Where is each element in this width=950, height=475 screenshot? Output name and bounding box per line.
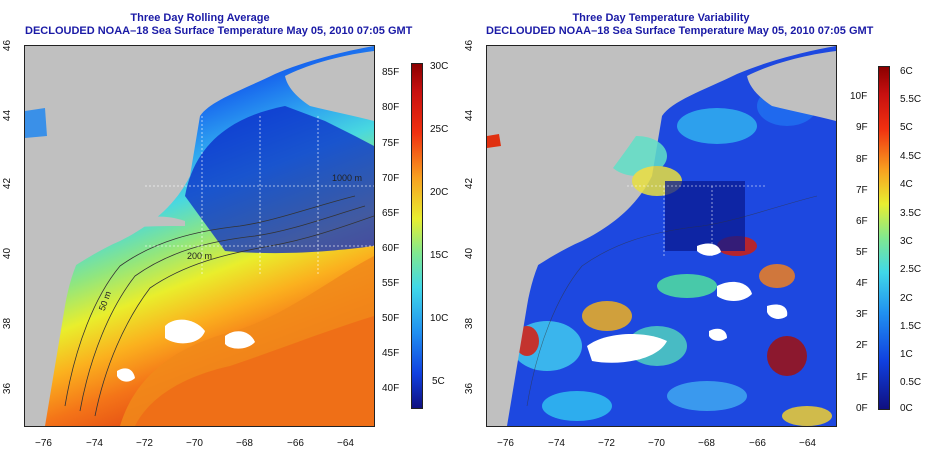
right-cbar-c-5: 5C [900,122,913,133]
left-cbar-f-80: 80F [382,102,400,113]
right-x-tick--70: −70 [648,438,665,449]
right-cbar-c-6: 6C [900,66,913,77]
right-title-line2: DECLOUDED NOAA–18 Sea Surface Temperatur… [486,25,874,37]
right-cbar-c-0.5: 0.5C [900,377,922,388]
right-cbar-c-3: 3C [900,236,913,247]
left-cbar-f-60: 60F [382,243,400,254]
left-y-tick-42: 42 [2,177,14,190]
left-cbar-f-45: 45F [382,348,400,359]
right-cbar-c-3.5: 3.5C [900,208,922,219]
right-cbar-f-8: 8F [856,154,868,165]
right-x-tick--74: −74 [548,438,565,449]
right-y-tick-38: 38 [464,317,476,330]
right-y-tick-42: 42 [464,177,476,190]
left-cbar-c-30: 30C [430,61,449,72]
contour-label-1000m: 1000 m [332,173,363,183]
left-y-tick-38: 38 [2,317,14,330]
right-title-line1: Three Day Temperature Variability [572,12,750,24]
right-y-tick-44: 44 [464,109,476,122]
left-sst-map: 50 m 200 m 1000 m [24,45,375,427]
right-cbar-c-2: 2C [900,293,913,304]
left-title-line2: DECLOUDED NOAA–18 Sea Surface Temperatur… [25,25,413,37]
left-x-tick--68: −68 [236,438,253,449]
right-cbar-f-6: 6F [856,216,868,227]
left-colorbar [411,63,423,409]
left-title-line1: Three Day Rolling Average [130,12,270,24]
left-y-tick-44: 44 [2,109,14,122]
right-cbar-c-2.5: 2.5C [900,264,922,275]
right-cbar-f-7: 7F [856,185,868,196]
right-colorbar [878,66,890,410]
right-cbar-c-5.5: 5.5C [900,94,922,105]
left-cbar-f-70: 70F [382,173,400,184]
left-cbar-f-55: 55F [382,278,400,289]
left-x-tick--74: −74 [86,438,103,449]
right-variability-map [486,45,837,427]
left-cbar-c-20: 20C [430,187,449,198]
right-cbar-f-5: 5F [856,247,868,258]
left-cbar-f-65: 65F [382,208,400,219]
left-x-tick--70: −70 [186,438,203,449]
left-cbar-f-85: 85F [382,67,400,78]
right-x-tick--64: −64 [799,438,816,449]
right-cbar-c-0: 0C [900,403,913,414]
left-cbar-c-10: 10C [430,313,449,324]
left-x-tick--66: −66 [287,438,304,449]
contour-label-200m: 200 m [187,251,213,261]
right-cbar-f-4: 4F [856,278,868,289]
left-cbar-f-50: 50F [382,313,400,324]
left-cbar-c-25: 25C [430,124,449,135]
right-cbar-f-3: 3F [856,309,868,320]
right-cbar-c-4: 4C [900,179,913,190]
right-cbar-f-1: 1F [856,372,868,383]
left-x-tick--72: −72 [136,438,153,449]
left-y-tick-36: 36 [2,382,14,395]
left-cbar-c-15: 15C [430,250,449,261]
right-y-tick-36: 36 [464,382,476,395]
right-cbar-f-0: 0F [856,403,868,414]
right-cbar-c-4.5: 4.5C [900,151,922,162]
left-map-graphic [25,46,374,426]
right-y-tick-40: 40 [464,247,476,260]
left-cbar-f-75: 75F [382,138,400,149]
right-x-tick--66: −66 [749,438,766,449]
left-x-tick--64: −64 [337,438,354,449]
left-cbar-c-5: 5C [432,376,445,387]
right-y-tick-46: 46 [464,39,476,52]
right-cbar-f-2: 2F [856,340,868,351]
left-cbar-f-40: 40F [382,383,400,394]
left-x-tick--76: −76 [35,438,52,449]
right-map-graphic [487,46,836,426]
right-cbar-c-1.5: 1.5C [900,321,922,332]
right-x-tick--72: −72 [598,438,615,449]
left-y-tick-46: 46 [2,39,14,52]
right-x-tick--68: −68 [698,438,715,449]
right-x-tick--76: −76 [497,438,514,449]
right-cbar-f-10: 10F [850,91,868,102]
right-cbar-c-1: 1C [900,349,913,360]
left-y-tick-40: 40 [2,247,14,260]
right-cbar-f-9: 9F [856,122,868,133]
